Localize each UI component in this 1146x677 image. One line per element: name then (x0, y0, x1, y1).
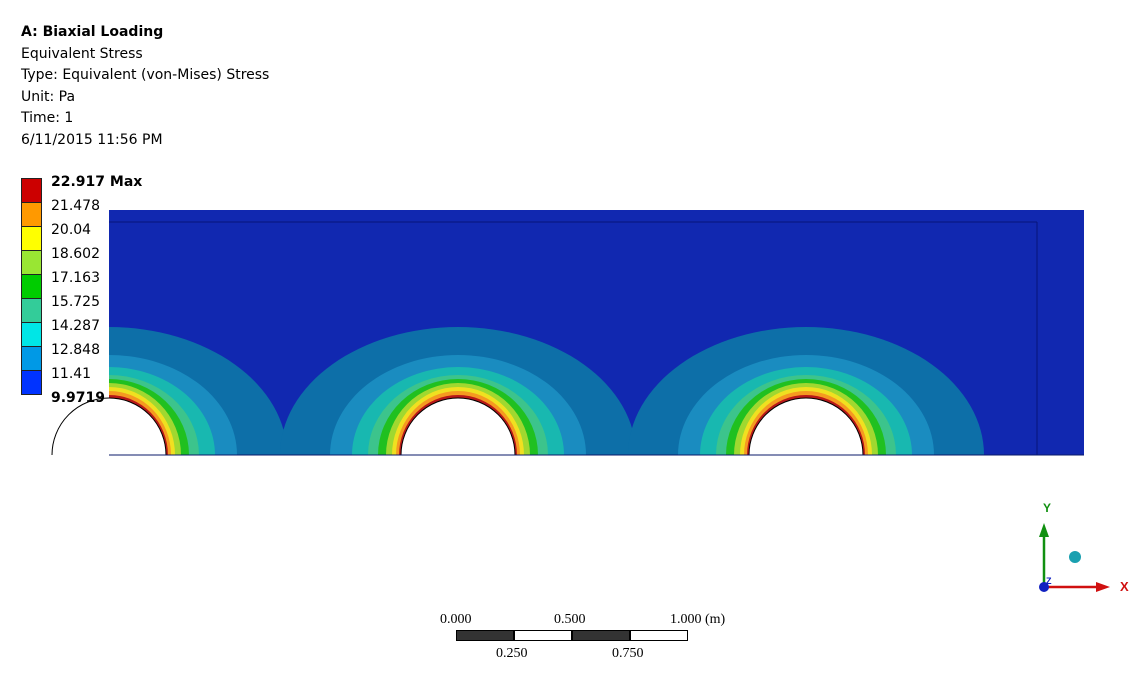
x-axis-arrowhead (1096, 582, 1110, 592)
legend-label: 21.478 (51, 198, 100, 214)
scale-segment (456, 630, 514, 641)
hole-cutout (401, 398, 515, 455)
legend-label: 14.287 (51, 318, 100, 334)
z-axis-label: Z (1046, 576, 1052, 586)
result-unit: Unit: Pa (21, 88, 76, 105)
x-axis-label: X (1120, 579, 1129, 594)
result-timestamp: 6/11/2015 11:56 PM (21, 131, 163, 148)
scale-segment (630, 630, 688, 641)
hole-cutout (109, 398, 166, 455)
result-type: Type: Equivalent (von-Mises) Stress (21, 67, 270, 83)
hole-outline (400, 397, 516, 456)
y-axis-arrowhead (1039, 523, 1049, 537)
legend-label: 20.04 (51, 222, 92, 238)
plate-geometry (109, 210, 1084, 455)
scale-label-750: 0.750 (612, 646, 644, 661)
z-axis-marker (1039, 582, 1049, 592)
legend-label: 12.848 (51, 342, 100, 358)
result-time: Time: 1 (21, 110, 74, 126)
result-info-header: A: Biaxial Loading Equivalent Stress Typ… (21, 22, 269, 151)
legend-label: 17.163 (51, 270, 100, 286)
hole-outline (748, 397, 864, 456)
scale-label-500: 0.500 (554, 612, 586, 627)
y-axis-label: Y (1043, 501, 1051, 515)
hole-cutout (749, 398, 863, 455)
legend-label: 22.917 Max (51, 174, 143, 190)
legend-label: 11.41 (51, 366, 92, 382)
legend-label: 15.725 (51, 294, 100, 310)
analysis-title: A: Biaxial Loading (21, 24, 164, 40)
scale-label-0: 0.000 (440, 612, 472, 627)
hole-outline (51, 397, 167, 456)
scale-label-250: 0.250 (496, 646, 528, 661)
scale-bar: 0.000 0.500 1.000 (m) 0.250 0.750 (440, 612, 760, 662)
legend-label: 18.602 (51, 246, 100, 262)
legend-swatch (21, 370, 42, 395)
scale-label-1000: 1.000 (m) (670, 612, 726, 627)
result-name: Equivalent Stress (21, 45, 143, 62)
coordinate-triad[interactable]: Y X Z (1020, 495, 1140, 605)
undeformed-wireframe (51, 397, 1084, 456)
isometric-view-ball-icon[interactable] (1069, 551, 1081, 563)
scale-segment (514, 630, 572, 641)
scale-segment (572, 630, 630, 641)
